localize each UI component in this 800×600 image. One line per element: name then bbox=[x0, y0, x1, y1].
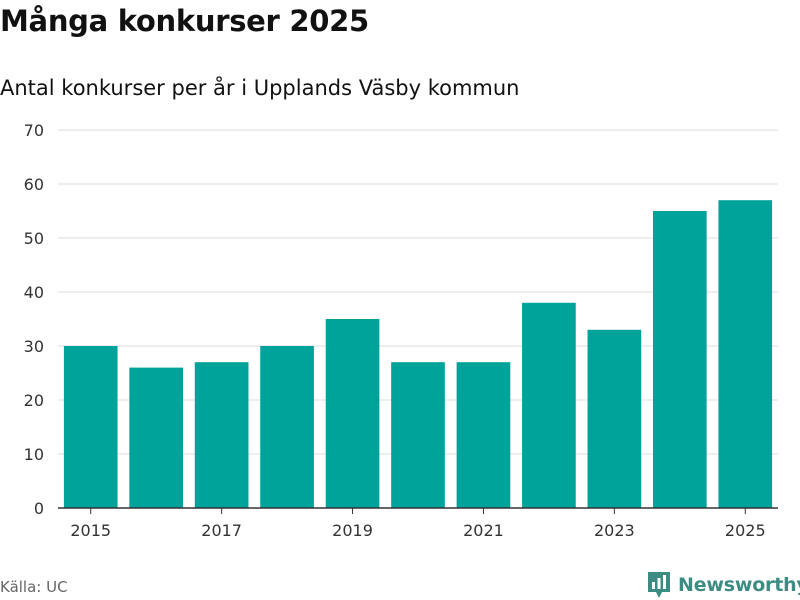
bar-2024 bbox=[652, 211, 707, 508]
bar-2018 bbox=[260, 346, 314, 508]
bar-2022 bbox=[522, 302, 576, 508]
bar-2023 bbox=[587, 329, 642, 508]
chart-subtitle: Antal konkurser per år i Upplands Väsby … bbox=[0, 76, 520, 100]
bar-2015 bbox=[63, 346, 118, 508]
y-tick-label-20: 20 bbox=[24, 391, 44, 410]
brand-name: Newsworthy bbox=[678, 574, 800, 596]
y-tick-label-40: 40 bbox=[24, 283, 44, 302]
y-tick-label-30: 30 bbox=[24, 337, 44, 356]
bar-2019 bbox=[325, 319, 380, 508]
y-tick-label-60: 60 bbox=[24, 175, 44, 194]
x-tick-label-2023: 2023 bbox=[594, 521, 635, 540]
axes: 0 10 20 30 40 50 60 70 2015 2017 2019 2021 2023 2025 bbox=[24, 121, 778, 540]
bar-2025 bbox=[718, 200, 773, 508]
bars bbox=[63, 200, 773, 508]
x-tick-label-2015: 2015 bbox=[70, 521, 111, 540]
bar-2021 bbox=[456, 362, 511, 508]
newsworthy-logo-icon bbox=[648, 572, 670, 598]
y-tick-label-50: 50 bbox=[24, 229, 44, 248]
x-tick-label-2025: 2025 bbox=[725, 521, 766, 540]
x-tick-label-2021: 2021 bbox=[463, 521, 504, 540]
brand: Newsworthy bbox=[646, 570, 800, 600]
source-note: Källa: UC bbox=[0, 578, 68, 596]
chart-title: Många konkurser 2025 bbox=[0, 4, 369, 38]
bar-2017 bbox=[194, 362, 249, 508]
y-tick-label-10: 10 bbox=[24, 445, 44, 464]
y-tick-label-0: 0 bbox=[34, 499, 44, 518]
x-tick-label-2017: 2017 bbox=[201, 521, 242, 540]
bar-2016 bbox=[129, 367, 184, 508]
x-tick-label-2019: 2019 bbox=[332, 521, 373, 540]
y-tick-label-70: 70 bbox=[24, 121, 44, 140]
bar-2020 bbox=[391, 362, 445, 508]
